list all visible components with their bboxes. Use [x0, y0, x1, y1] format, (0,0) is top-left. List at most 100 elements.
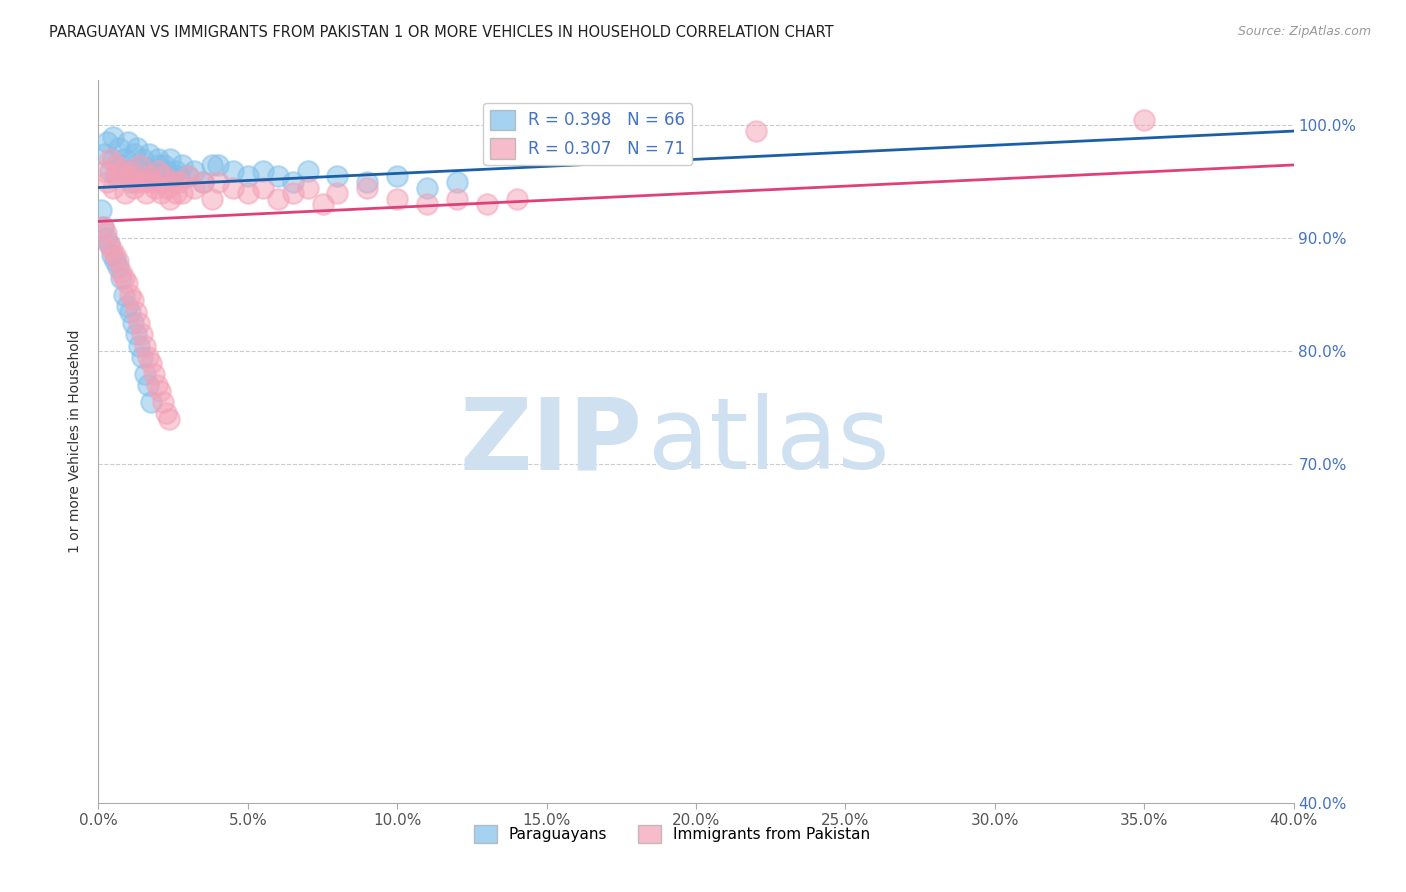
Point	[141, 163, 163, 178]
Point	[128, 316, 150, 330]
Point	[148, 163, 170, 178]
Point	[159, 192, 181, 206]
Point	[110, 265, 132, 279]
Point	[326, 186, 349, 201]
Point	[156, 180, 179, 194]
Point	[159, 153, 181, 167]
Point	[117, 163, 139, 178]
Point	[167, 175, 190, 189]
Point	[156, 163, 179, 178]
Point	[128, 338, 150, 352]
Point	[134, 367, 156, 381]
Point	[117, 169, 139, 184]
Point	[155, 406, 177, 420]
Point	[141, 175, 163, 189]
Point	[131, 327, 153, 342]
Point	[111, 158, 134, 172]
Point	[127, 175, 149, 189]
Point	[145, 378, 167, 392]
Text: ZIP: ZIP	[460, 393, 643, 490]
Point	[101, 243, 124, 257]
Point	[356, 180, 378, 194]
Point	[114, 186, 136, 201]
Point	[165, 163, 187, 178]
Point	[446, 192, 468, 206]
Point	[127, 141, 149, 155]
Point	[172, 158, 194, 172]
Point	[222, 180, 245, 194]
Text: PARAGUAYAN VS IMMIGRANTS FROM PAKISTAN 1 OR MORE VEHICLES IN HOUSEHOLD CORRELATI: PARAGUAYAN VS IMMIGRANTS FROM PAKISTAN 1…	[49, 25, 834, 40]
Point	[416, 180, 439, 194]
Point	[111, 163, 134, 178]
Point	[139, 395, 162, 409]
Point	[103, 153, 125, 167]
Text: Source: ZipAtlas.com: Source: ZipAtlas.com	[1237, 25, 1371, 38]
Point	[107, 260, 129, 274]
Point	[120, 175, 142, 189]
Point	[148, 158, 170, 172]
Point	[148, 153, 170, 167]
Point	[281, 175, 304, 189]
Point	[90, 203, 112, 218]
Point	[104, 248, 127, 262]
Point	[183, 180, 205, 194]
Point	[94, 231, 117, 245]
Point	[281, 186, 304, 201]
Point	[385, 169, 409, 184]
Point	[129, 158, 152, 172]
Point	[153, 158, 176, 172]
Point	[129, 158, 152, 172]
Point	[201, 192, 224, 206]
Point	[385, 192, 409, 206]
Point	[236, 186, 259, 201]
Point	[107, 253, 129, 268]
Point	[124, 146, 146, 161]
Point	[252, 163, 274, 178]
Point	[177, 169, 200, 184]
Point	[105, 158, 128, 172]
Point	[114, 153, 136, 167]
Point	[252, 180, 274, 194]
Point	[207, 175, 229, 189]
Point	[267, 192, 290, 206]
Point	[162, 169, 184, 184]
Point	[101, 248, 124, 262]
Point	[136, 378, 159, 392]
Y-axis label: 1 or more Vehicles in Household: 1 or more Vehicles in Household	[69, 330, 83, 553]
Point	[98, 153, 122, 167]
Point	[143, 169, 166, 184]
Point	[105, 169, 128, 184]
Point	[97, 237, 120, 252]
Point	[118, 287, 141, 301]
Point	[167, 169, 190, 184]
Point	[93, 163, 115, 178]
Point	[110, 270, 132, 285]
Point	[94, 226, 117, 240]
Point	[326, 169, 349, 184]
Point	[297, 163, 319, 178]
Point	[108, 169, 131, 184]
Point	[142, 367, 165, 381]
Point	[121, 293, 143, 308]
Point	[134, 338, 156, 352]
Point	[115, 277, 138, 291]
Point	[143, 180, 166, 194]
Point	[117, 136, 139, 150]
Point	[165, 186, 187, 201]
Point	[132, 153, 155, 167]
Point	[446, 175, 468, 189]
Point	[191, 175, 214, 189]
Point	[207, 158, 229, 172]
Point	[150, 175, 173, 189]
Point	[152, 395, 174, 409]
Point	[183, 163, 205, 178]
Point	[125, 304, 148, 318]
Point	[136, 350, 159, 364]
Point	[416, 197, 439, 211]
Point	[124, 163, 146, 178]
Point	[103, 180, 125, 194]
Point	[131, 350, 153, 364]
Point	[311, 197, 333, 211]
Point	[236, 169, 259, 184]
Point	[121, 316, 143, 330]
